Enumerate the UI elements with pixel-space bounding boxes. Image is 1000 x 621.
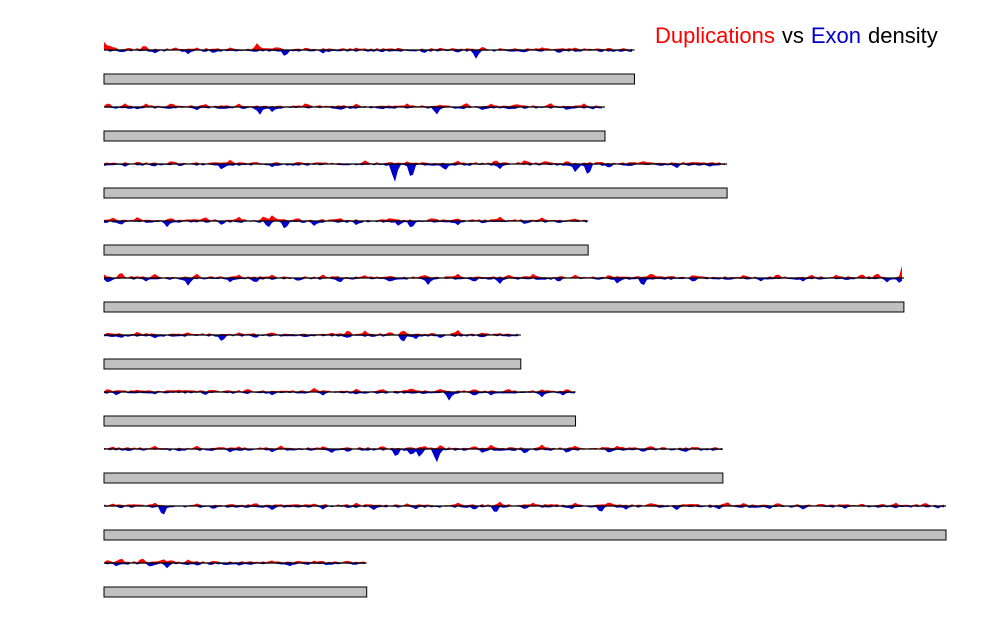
- exon-density-area: [104, 392, 575, 401]
- track-10: [103, 558, 368, 598]
- track-1: [103, 41, 635, 85]
- duplication-density-area: [104, 265, 902, 278]
- chromosome-bar: [103, 301, 905, 313]
- exon-density-area: [104, 107, 602, 115]
- chromosome-bar: [103, 472, 724, 484]
- chromosome-bar: [103, 244, 589, 256]
- chromosome-bar: [103, 586, 368, 598]
- chromosome-tracks: [103, 41, 947, 598]
- track-4: [103, 215, 589, 256]
- duplication-density-area: [104, 501, 944, 506]
- track-9: [103, 501, 947, 541]
- legend-vs: vs: [782, 23, 804, 48]
- exon-density-area: [104, 278, 902, 286]
- chromosome-bar: [103, 358, 522, 370]
- exon-density-area: [104, 221, 587, 229]
- track-7: [103, 387, 577, 427]
- track-5: [103, 265, 905, 313]
- track-2: [103, 103, 606, 142]
- legend: Duplications vs Exon density: [655, 23, 938, 48]
- duplication-density-area: [104, 103, 602, 107]
- duplication-density-area: [104, 215, 587, 221]
- duplication-density-area: [104, 444, 722, 449]
- chromosome-bar: [103, 415, 577, 427]
- duplication-density-area: [104, 330, 518, 335]
- exon-density-area: [104, 506, 944, 515]
- exon-density-area: [104, 335, 518, 342]
- track-8: [103, 444, 724, 484]
- duplication-density-area: [104, 558, 365, 563]
- track-3: [103, 159, 728, 199]
- legend-duplications: Duplications: [655, 23, 775, 48]
- chromosome-bar: [103, 187, 728, 199]
- exon-density-area: [104, 50, 632, 59]
- legend-exon: Exon: [811, 23, 861, 48]
- chromosome-bar: [103, 529, 947, 541]
- chromosome-bar: [103, 130, 606, 142]
- duplication-density-area: [104, 387, 575, 392]
- exon-density-area: [104, 164, 725, 182]
- legend-density: density: [868, 23, 938, 48]
- duplication-density-area: [104, 159, 725, 164]
- track-6: [103, 330, 522, 370]
- exon-density-area: [104, 563, 365, 569]
- chromosome-bar: [103, 73, 635, 85]
- duplication-density-area: [104, 41, 632, 50]
- exon-density-area: [104, 449, 722, 463]
